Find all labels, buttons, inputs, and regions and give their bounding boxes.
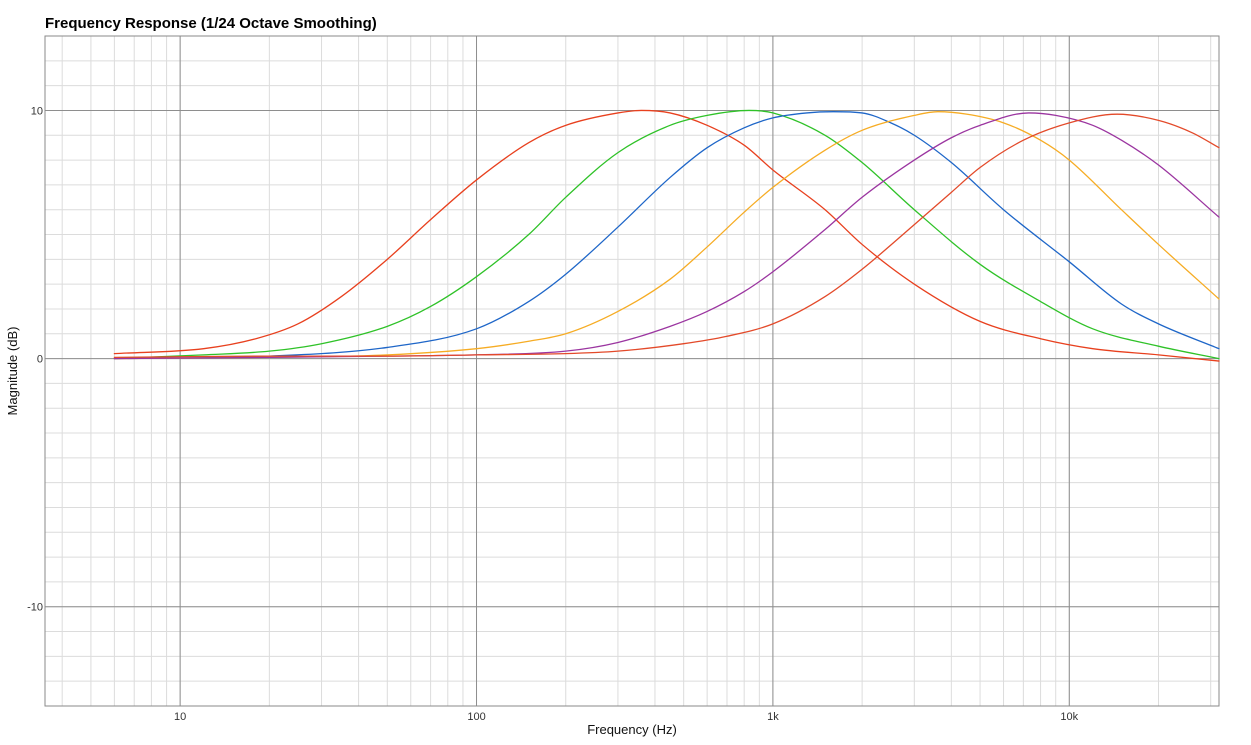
x-tick-label: 1k <box>767 711 779 723</box>
x-tick-label: 10k <box>1060 711 1078 723</box>
y-tick-labels: 10 0 -10 <box>27 105 43 613</box>
y-tick-label: 0 <box>37 354 43 366</box>
y-axis-title: Magnitude (dB) <box>5 327 20 416</box>
series-line-2 <box>113 109 1220 360</box>
series-line-1 <box>113 109 1220 362</box>
series-line-6 <box>113 113 1220 358</box>
minor-gridlines <box>45 35 1219 707</box>
x-tick-label: 100 <box>467 711 485 723</box>
plot-frame <box>44 35 1220 707</box>
y-tick-label: -10 <box>27 602 43 614</box>
y-tick-label: 10 <box>31 105 43 117</box>
major-gridlines <box>45 36 1219 706</box>
x-tick-labels: 10 100 1k 10k <box>174 711 1079 723</box>
series-line-3 <box>113 111 1220 360</box>
series-group <box>113 109 1220 362</box>
series-line-4 <box>113 111 1220 360</box>
x-tick-label: 10 <box>174 711 186 723</box>
chart-title: Frequency Response (1/24 Octave Smoothin… <box>45 15 377 32</box>
x-axis-title: Frequency (Hz) <box>587 722 677 737</box>
series-line-5 <box>113 112 1220 360</box>
